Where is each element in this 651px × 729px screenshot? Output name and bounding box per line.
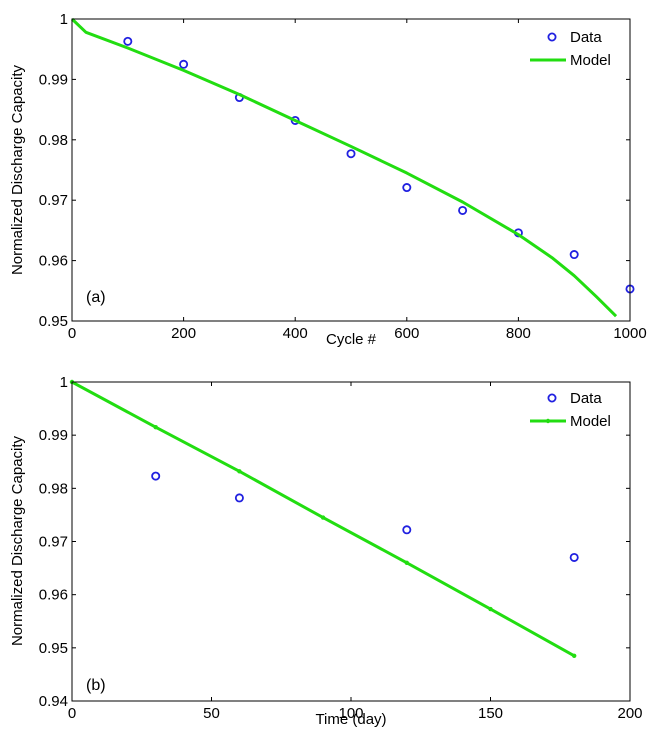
panel-a-legend-box (522, 24, 626, 72)
panel-a-xlabel: Cycle # (326, 331, 377, 348)
x-tick-label: 200 (171, 325, 196, 342)
x-tick-label: 600 (394, 325, 419, 342)
data-point (290, 115, 300, 125)
y-tick-label: 0.98 (39, 132, 68, 149)
data-point (458, 205, 468, 215)
panel-a-frame (71, 18, 631, 322)
y-tick-label: 1 (60, 374, 68, 391)
x-tick-label: 400 (283, 325, 308, 342)
y-tick-label: 0.96 (39, 587, 68, 604)
panel-a-label: (a) (86, 289, 106, 306)
y-tick-label: 0.98 (39, 480, 68, 497)
y-tick-label: 0.99 (39, 71, 68, 88)
data-point (123, 36, 133, 46)
data-point (402, 183, 412, 193)
model-line (70, 17, 618, 318)
data-point (151, 471, 161, 481)
panel-a-legend-data-label: Data (570, 29, 602, 46)
y-tick-label: 0.95 (39, 313, 68, 330)
y-tick-label: 0.97 (39, 534, 68, 551)
panel-a-legend: Data Model (522, 24, 626, 72)
panel-b-legend-box (522, 385, 626, 433)
y-tick-label: 0.97 (39, 192, 68, 209)
y-tick-label: 0.99 (39, 427, 68, 444)
panel-a-legend-data-marker (547, 32, 557, 42)
y-tick-label: 0.94 (39, 693, 68, 710)
panel-b-legend-model-label: Model (570, 413, 611, 430)
x-tick-label: 0 (68, 705, 76, 722)
panel-a-ylabel: Normalized Discharge Capacity (9, 64, 26, 275)
panel-a-legend-model-label: Model (570, 52, 611, 69)
panel-b-ticks: 0 50 100 150 200 0.94 0.95 0.96 0.97 0.98 0.99 1 (39, 374, 643, 722)
data-point (569, 552, 579, 562)
x-tick-label: 200 (617, 705, 642, 722)
panel-a: 0 200 400 600 800 1000 0.95 0.96 0.97 0.98 0.99 1 C… (9, 11, 647, 348)
panel-b: 0 50 100 150 200 0.94 0.95 0.96 0.97 0.98 0.99 1 Ti… (9, 374, 643, 728)
model-point (488, 606, 493, 612)
data-point (346, 149, 356, 159)
panel-b-frame (71, 381, 631, 702)
panel-b-legend: Data Model (522, 385, 626, 433)
x-tick-label: 800 (506, 325, 531, 342)
model-point (237, 469, 242, 474)
model-point (153, 424, 158, 430)
y-tick-label: 0.96 (39, 253, 68, 270)
x-tick-label: 150 (478, 705, 503, 722)
panel-b-legend-data-marker (547, 393, 557, 403)
model-point (320, 515, 326, 520)
y-tick-label: 0.95 (39, 640, 68, 657)
panel-b-xlabel: Time (day) (315, 711, 386, 728)
x-tick-label: 50 (203, 705, 220, 722)
data-point (234, 493, 244, 503)
x-tick-label: 0 (68, 325, 76, 342)
panel-b-legend-model-dot (545, 418, 551, 424)
data-point (179, 59, 189, 69)
panel-a-ticks: 0 200 400 600 800 1000 0.95 0.96 0.97 0.98 0.99 1 (39, 11, 647, 342)
y-tick-label: 1 (60, 11, 68, 28)
data-point (402, 525, 412, 535)
panel-b-legend-data-label: Data (570, 390, 602, 407)
panel-b-label: (b) (86, 677, 106, 694)
panel-b-ylabel: Normalized Discharge Capacity (9, 435, 26, 646)
model-point (572, 653, 577, 659)
model-point (404, 560, 409, 565)
x-tick-label: 100 (338, 705, 363, 722)
x-tick-label: 1000 (613, 325, 646, 342)
data-point (569, 250, 579, 260)
panel-b-marks (69, 379, 579, 659)
